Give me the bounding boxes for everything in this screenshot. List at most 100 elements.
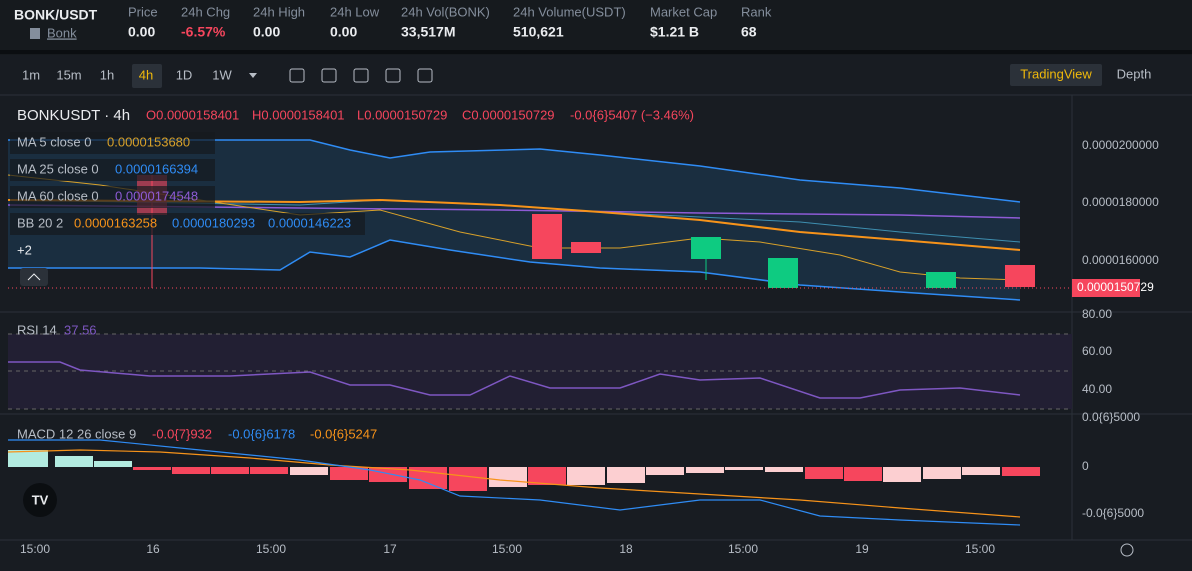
ohlc: C0.0000150729 <box>462 107 555 122</box>
view[interactable]: TradingView <box>1020 66 1092 81</box>
indicator-value: 0.0000166394 <box>115 161 198 176</box>
macd-signal <box>7 449 1021 518</box>
time-tick: 15:00 <box>492 542 522 556</box>
indicator-value: 0.0000180293 <box>172 215 255 230</box>
indicator-name: MA 25 close 0 <box>17 161 99 176</box>
price-tick: 0.0000180000 <box>1082 195 1159 209</box>
time-tick: 15:00 <box>256 542 286 556</box>
collapse-button[interactable] <box>20 268 48 286</box>
price-tick: 0.0000200000 <box>1082 138 1159 152</box>
hist <box>489 467 527 487</box>
price-tag <box>1072 279 1140 297</box>
stat-label: 24h Chg <box>181 4 230 19</box>
stat-label: Market Cap <box>650 4 717 19</box>
candle <box>926 272 956 288</box>
hist <box>567 467 605 485</box>
macd-tick: 0.0{6}5000 <box>1082 410 1140 424</box>
bb-upper <box>8 139 1021 203</box>
macd-name: MACD 12 26 close 9 <box>17 426 136 441</box>
candle <box>532 214 562 259</box>
stat-value: -6.57% <box>181 24 226 40</box>
coin-link[interactable]: Bonk <box>47 25 77 40</box>
indicator-value: 0.0000146223 <box>268 215 351 230</box>
stat-value: 0.00 <box>253 24 280 40</box>
interval[interactable]: 4h <box>139 67 153 82</box>
hist <box>330 467 368 480</box>
candle <box>571 242 601 253</box>
hist <box>8 450 48 467</box>
macd-value: -0.0{6}5247 <box>310 426 377 441</box>
hist <box>528 467 566 485</box>
stat-label: Price <box>128 4 158 19</box>
hist <box>725 467 763 470</box>
macd-value: -0.0{7}932 <box>152 426 212 441</box>
tool-icon[interactable] <box>417 68 433 83</box>
rsi-value: 37.56 <box>64 322 97 337</box>
interval[interactable]: 1D <box>176 67 193 82</box>
hist <box>55 456 93 467</box>
hist <box>607 467 645 483</box>
last-price: 0.0000150729 <box>1077 280 1154 294</box>
candle <box>768 258 798 288</box>
time-tick: 15:00 <box>728 542 758 556</box>
time-tick: 17 <box>383 542 397 556</box>
hist <box>1002 467 1040 476</box>
macd-tick: -0.0{6}5000 <box>1082 506 1144 520</box>
ma25 <box>7 198 1021 251</box>
rsi-name: RSI 14 <box>17 322 57 337</box>
settings-icon[interactable] <box>1120 543 1134 557</box>
stat-value: 0.00 <box>330 24 357 40</box>
view[interactable]: Depth <box>1117 66 1152 81</box>
rsi-tick: 80.00 <box>1082 307 1112 321</box>
hist <box>883 467 921 482</box>
coin-icon <box>30 28 40 39</box>
candle <box>691 237 721 259</box>
hist <box>94 461 132 467</box>
hist <box>962 467 1000 475</box>
view-active <box>1010 64 1102 86</box>
symbol: BONK/USDT <box>14 7 98 23</box>
tool-icon[interactable] <box>289 68 305 83</box>
indicator-name: MA 5 close 0 <box>17 134 91 149</box>
tv-logo-text: TV <box>32 492 49 507</box>
bb-lower <box>8 239 1021 301</box>
legend-bg <box>10 132 215 154</box>
hist <box>211 467 249 474</box>
macd-value: -0.0{6}6178 <box>228 426 295 441</box>
rsi-tick: 40.00 <box>1082 382 1112 396</box>
hist <box>646 467 684 475</box>
tool-icon[interactable] <box>321 68 337 83</box>
tool-icon[interactable] <box>353 68 369 83</box>
stat-label: 24h Volume(USDT) <box>513 4 626 19</box>
interval[interactable]: 1m <box>22 67 40 82</box>
time-tick: 15:00 <box>20 542 50 556</box>
legend-bg <box>10 159 215 181</box>
dropdown <box>249 73 257 78</box>
ohlc: L0.0000150729 <box>357 107 447 122</box>
tool-icon[interactable] <box>385 68 401 83</box>
hist <box>172 467 210 474</box>
hist <box>923 467 961 479</box>
stat-value: 510,621 <box>513 24 564 40</box>
hist <box>686 467 724 473</box>
hist <box>844 467 882 481</box>
stat-label: 24h Low <box>330 4 380 19</box>
stat-value: $1.21 B <box>650 24 699 40</box>
legend-bg <box>10 186 215 208</box>
interval[interactable]: 1W <box>212 67 232 82</box>
indicator-name: BB 20 2 <box>17 215 63 230</box>
more: +2 <box>17 242 32 257</box>
time-tick: 15:00 <box>965 542 995 556</box>
collapse-icon <box>27 273 41 281</box>
macd-line <box>8 439 1021 526</box>
time-tick: 18 <box>619 542 633 556</box>
hist <box>449 467 487 491</box>
price-tick: 0.0000160000 <box>1082 253 1159 267</box>
interval[interactable]: 15m <box>56 67 81 82</box>
candle <box>1005 265 1035 287</box>
hist <box>805 467 843 479</box>
stat-label: 24h Vol(BONK) <box>401 4 490 19</box>
interval[interactable]: 1h <box>100 67 114 82</box>
rsi-line <box>8 361 1021 399</box>
